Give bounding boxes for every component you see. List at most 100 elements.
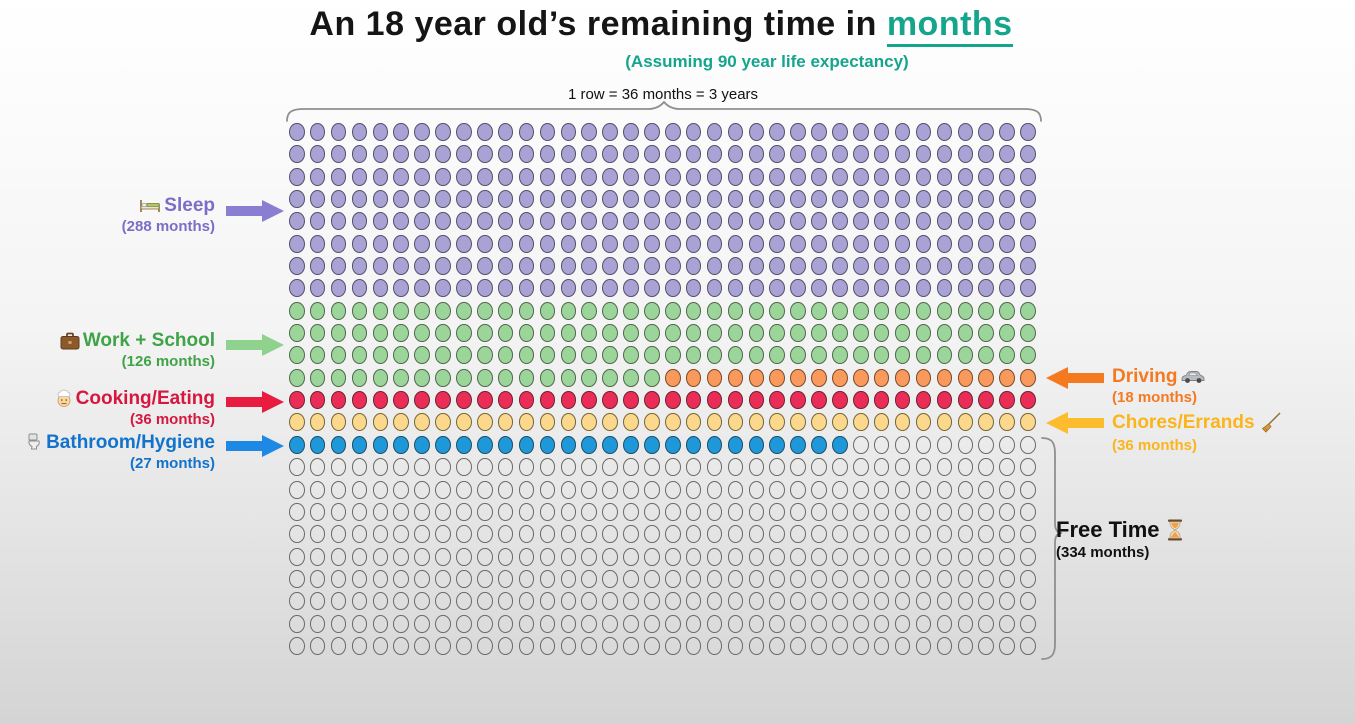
month-dot	[769, 368, 785, 387]
month-dot	[748, 525, 765, 544]
month-dot	[372, 346, 389, 365]
month-dot	[769, 480, 785, 499]
month-dot	[894, 301, 911, 320]
month-dot	[936, 257, 953, 276]
month-dot	[832, 324, 848, 343]
month-dot	[936, 525, 953, 544]
month-dot	[957, 346, 973, 365]
month-dot	[853, 525, 869, 544]
month-dot	[581, 257, 597, 276]
month-dot	[832, 413, 848, 432]
month-dot	[330, 435, 347, 454]
month-dot	[435, 435, 451, 454]
month-dot	[539, 257, 556, 276]
month-dot	[560, 614, 577, 633]
month-dot	[581, 190, 597, 209]
month-dot	[581, 234, 597, 253]
month-dot	[978, 212, 994, 231]
month-dot	[811, 435, 827, 454]
month-dot	[832, 480, 848, 499]
month-dot	[978, 257, 994, 276]
month-dot	[999, 257, 1015, 276]
month-dot	[665, 480, 681, 499]
month-dot	[915, 368, 932, 387]
month-dot	[978, 145, 994, 164]
month-dot	[644, 413, 660, 432]
month-dot	[832, 167, 848, 186]
month-dot	[623, 145, 639, 164]
briefcase-icon	[60, 332, 80, 350]
month-dot	[623, 502, 639, 521]
month-dot	[351, 123, 368, 141]
month-dot	[351, 391, 368, 410]
month-dot	[414, 234, 430, 253]
month-dot	[665, 257, 681, 276]
month-dot	[289, 324, 305, 343]
month-dot	[393, 368, 409, 387]
month-dot	[915, 458, 932, 477]
month-dot	[873, 502, 890, 521]
month-dot	[727, 190, 744, 209]
month-dot	[477, 435, 493, 454]
month-dot	[372, 212, 389, 231]
month-dot	[456, 592, 472, 611]
month-dot	[477, 547, 493, 566]
month-dot	[748, 324, 765, 343]
month-dot	[560, 257, 577, 276]
month-dot	[289, 257, 305, 276]
month-dot	[936, 145, 953, 164]
month-dot	[769, 257, 785, 276]
month-dot	[811, 257, 827, 276]
month-dot	[560, 525, 577, 544]
month-dot	[477, 614, 493, 633]
month-dot	[351, 435, 368, 454]
month-dot	[706, 190, 723, 209]
month-dot	[853, 502, 869, 521]
month-dot	[289, 458, 305, 477]
month-dot	[456, 279, 472, 298]
month-dot	[853, 123, 869, 141]
month-dot	[560, 435, 577, 454]
month-dot	[289, 301, 305, 320]
month-dot	[936, 435, 953, 454]
month-dot	[957, 257, 973, 276]
month-dot	[915, 145, 932, 164]
month-dot	[372, 636, 389, 655]
month-dot	[456, 435, 472, 454]
month-dot	[665, 502, 681, 521]
month-dot	[560, 279, 577, 298]
car-icon	[1180, 370, 1206, 384]
month-dot	[393, 525, 409, 544]
month-dot	[602, 636, 618, 655]
month-dot	[560, 502, 577, 521]
month-dot	[1020, 413, 1036, 432]
month-dot	[665, 324, 681, 343]
month-dot	[790, 502, 806, 521]
month-dot	[289, 547, 305, 566]
month-dot	[309, 190, 326, 209]
month-dot	[915, 190, 932, 209]
month-dot	[873, 190, 890, 209]
month-dot	[456, 301, 472, 320]
month-dot	[936, 324, 953, 343]
month-dot	[560, 368, 577, 387]
month-dot	[560, 123, 577, 141]
month-dot	[623, 301, 639, 320]
sleep-arrow-icon	[226, 200, 284, 222]
month-dot	[665, 212, 681, 231]
month-dot	[497, 458, 514, 477]
month-dot	[644, 167, 660, 186]
month-dot	[832, 190, 848, 209]
month-dot	[602, 480, 618, 499]
month-dot	[539, 346, 556, 365]
month-dot	[644, 190, 660, 209]
month-dot	[351, 257, 368, 276]
month-dot	[351, 636, 368, 655]
month-dot	[477, 123, 493, 141]
month-dot	[518, 123, 535, 141]
month-dot	[477, 413, 493, 432]
month-dot	[539, 279, 556, 298]
month-dot	[477, 301, 493, 320]
month-dot	[644, 145, 660, 164]
month-dot	[497, 525, 514, 544]
